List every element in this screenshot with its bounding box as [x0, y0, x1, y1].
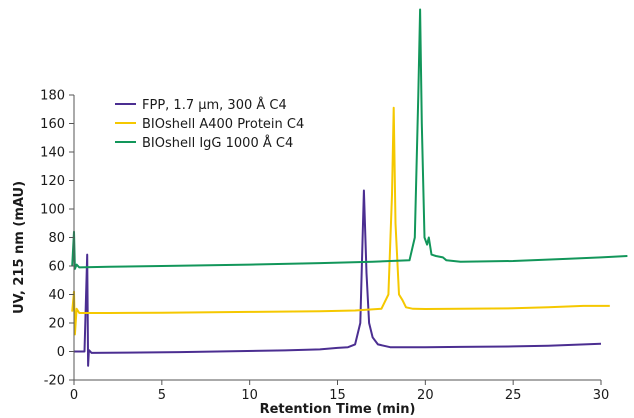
y-tick-label: 160	[40, 117, 65, 132]
axes: -20 0 20 40 60 80 100 120 140 160 180 0 5 10 15 20 25 30	[40, 89, 609, 404]
x-tick-label: 15	[329, 388, 346, 403]
y-tick-label: 60	[48, 260, 65, 275]
legend-label-3: BIOshell IgG 1000 Å C4	[142, 135, 293, 151]
y-tick-label: 120	[40, 174, 65, 189]
y-tick-label: 20	[48, 317, 65, 332]
y-tick-label: 140	[40, 146, 65, 161]
x-tick-label: 30	[593, 388, 610, 403]
legend-label-1: FPP, 1.7 µm, 300 Å C4	[142, 97, 287, 113]
y-axis-title: UV, 215 nm (mAU)	[12, 181, 27, 314]
x-tick-label: 10	[241, 388, 258, 403]
y-tick-label: 180	[40, 89, 65, 104]
legend-label-2: BIOshell A400 Protein C4	[142, 117, 304, 132]
x-tick-label: 20	[417, 388, 434, 403]
series-line-1	[74, 189, 602, 367]
legend: FPP, 1.7 µm, 300 Å C4 BIOshell A400 Prote…	[115, 97, 304, 151]
y-tick-label: 100	[40, 203, 65, 218]
x-tick-label: 0	[70, 388, 78, 403]
x-tick-label: 5	[158, 388, 166, 403]
y-tick-label: 40	[48, 288, 65, 303]
series-line-3	[71, 8, 628, 270]
y-tick-label: -20	[44, 374, 65, 389]
plot-lines	[71, 8, 628, 367]
y-tick-label: 80	[48, 231, 65, 246]
x-axis-title: Retention Time (min)	[260, 402, 416, 417]
y-tick-label: 0	[57, 345, 65, 360]
series-line-2	[71, 106, 610, 336]
x-tick-label: 25	[505, 388, 522, 403]
